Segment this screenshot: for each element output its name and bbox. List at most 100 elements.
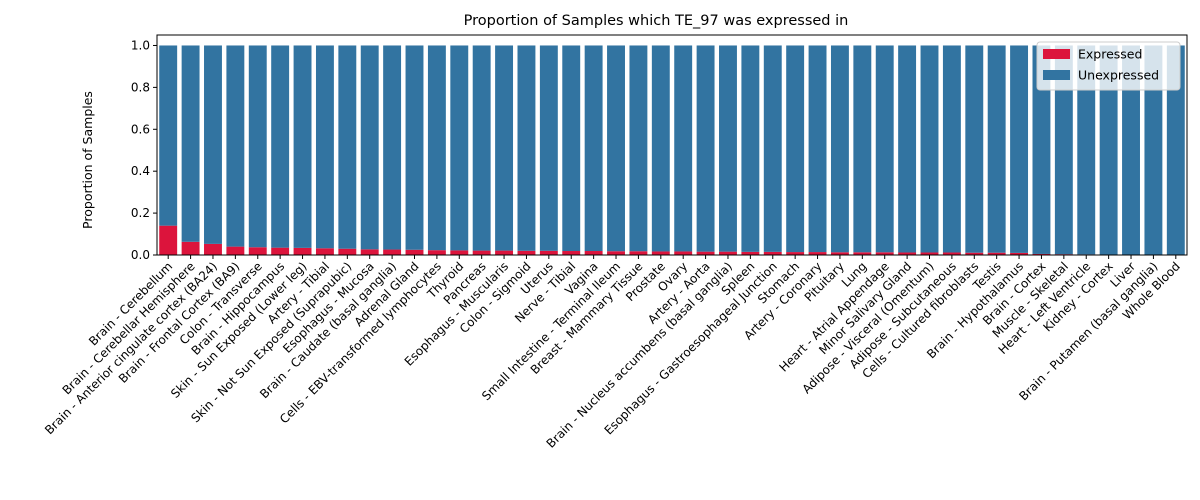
bar-unexpressed xyxy=(696,45,715,252)
bar-expressed xyxy=(808,252,827,255)
bar-expressed xyxy=(786,252,805,255)
bar-expressed xyxy=(965,252,984,255)
bar-unexpressed xyxy=(360,45,379,250)
y-tick-label: 0.8 xyxy=(131,80,150,94)
legend-swatch xyxy=(1043,70,1070,80)
bar-expressed xyxy=(651,251,670,255)
bar-unexpressed xyxy=(1010,45,1029,253)
bar-unexpressed xyxy=(427,45,446,251)
bar-unexpressed xyxy=(315,45,334,249)
bar-unexpressed xyxy=(651,45,670,252)
legend-label: Expressed xyxy=(1078,47,1142,62)
bar-unexpressed xyxy=(226,45,245,247)
bar-expressed xyxy=(517,250,536,255)
bar-expressed xyxy=(987,252,1006,255)
bar-expressed xyxy=(315,248,334,255)
legend: Expressed Unexpressed xyxy=(1036,41,1181,91)
y-tick-label: 1.0 xyxy=(131,38,150,52)
bar-unexpressed xyxy=(383,45,402,250)
bar-expressed xyxy=(607,251,625,255)
bar-expressed xyxy=(204,243,222,255)
bar-expressed xyxy=(450,250,469,255)
bar-expressed xyxy=(629,251,648,255)
y-tick-label: 0.6 xyxy=(131,122,150,136)
bar-unexpressed xyxy=(987,45,1006,253)
bars-layer xyxy=(159,45,1185,255)
bar-expressed xyxy=(898,252,917,255)
bar-unexpressed xyxy=(472,45,491,251)
bar-unexpressed xyxy=(271,45,290,248)
bar-expressed xyxy=(830,252,849,255)
bar-expressed xyxy=(719,251,737,255)
bar-expressed xyxy=(360,249,379,255)
bar-unexpressed xyxy=(1166,45,1185,255)
bar-unexpressed xyxy=(248,45,267,248)
y-axis-label: Proportion of Samples xyxy=(80,91,95,229)
legend-label: Unexpressed xyxy=(1078,68,1159,83)
bar-expressed xyxy=(248,247,267,255)
bar-expressed xyxy=(875,252,894,255)
bar-unexpressed xyxy=(517,45,536,251)
legend-box xyxy=(1036,41,1181,91)
bar-expressed xyxy=(383,249,402,255)
bar-unexpressed xyxy=(181,45,200,242)
bar-unexpressed xyxy=(204,45,222,244)
chart-title: Proportion of Samples which TE_97 was ex… xyxy=(464,13,849,29)
bar-expressed xyxy=(495,250,514,255)
bar-unexpressed xyxy=(674,45,693,252)
bar-expressed xyxy=(159,225,178,255)
bar-expressed xyxy=(181,241,200,255)
bar-unexpressed xyxy=(808,45,827,253)
bar-unexpressed xyxy=(495,45,514,251)
bar-unexpressed xyxy=(741,45,760,252)
bar-unexpressed xyxy=(629,45,648,252)
bar-unexpressed xyxy=(450,45,469,251)
bar-unexpressed xyxy=(853,45,872,253)
bar-expressed xyxy=(696,251,715,255)
bar-expressed xyxy=(741,251,760,255)
bar-unexpressed xyxy=(1077,45,1096,255)
bar-unexpressed xyxy=(875,45,894,253)
bar-expressed xyxy=(1010,252,1029,255)
bar-expressed xyxy=(942,252,961,255)
bar-unexpressed xyxy=(562,45,581,252)
bar-unexpressed xyxy=(159,45,178,226)
bar-expressed xyxy=(271,247,290,255)
bar-unexpressed xyxy=(965,45,984,253)
y-tick-label: 0.2 xyxy=(131,206,150,220)
bar-expressed xyxy=(853,252,872,255)
y-tick-label: 0.0 xyxy=(131,248,150,262)
bar-unexpressed xyxy=(1032,45,1051,254)
bar-expressed xyxy=(584,251,603,255)
bar-expressed xyxy=(427,250,446,255)
bar-unexpressed xyxy=(1122,45,1140,255)
bar-unexpressed xyxy=(1054,45,1073,255)
bar-unexpressed xyxy=(1144,45,1163,255)
bar-unexpressed xyxy=(786,45,805,253)
plot-frame xyxy=(156,34,1188,256)
bar-expressed xyxy=(338,248,357,255)
bar-expressed xyxy=(293,247,312,255)
bar-unexpressed xyxy=(898,45,917,253)
bar-unexpressed xyxy=(719,45,737,252)
bar-unexpressed xyxy=(539,45,558,251)
legend-swatch xyxy=(1043,49,1070,59)
bar-unexpressed xyxy=(293,45,312,248)
bar-expressed xyxy=(763,251,782,255)
bar-expressed xyxy=(226,246,245,255)
bar-unexpressed xyxy=(942,45,961,253)
y-ticks: 0.0 0.2 0.4 0.6 0.8 1.0 xyxy=(131,38,157,262)
bar-unexpressed xyxy=(763,45,782,252)
bar-unexpressed xyxy=(1099,45,1118,255)
bar-expressed xyxy=(562,251,581,255)
bar-expressed xyxy=(674,251,693,255)
bar-expressed xyxy=(405,249,424,255)
bar-unexpressed xyxy=(607,45,625,252)
bar-expressed xyxy=(1032,253,1051,255)
bar-unexpressed xyxy=(584,45,603,252)
y-tick-label: 0.4 xyxy=(131,164,150,178)
bar-expressed xyxy=(472,250,491,255)
bar-unexpressed xyxy=(920,45,939,253)
